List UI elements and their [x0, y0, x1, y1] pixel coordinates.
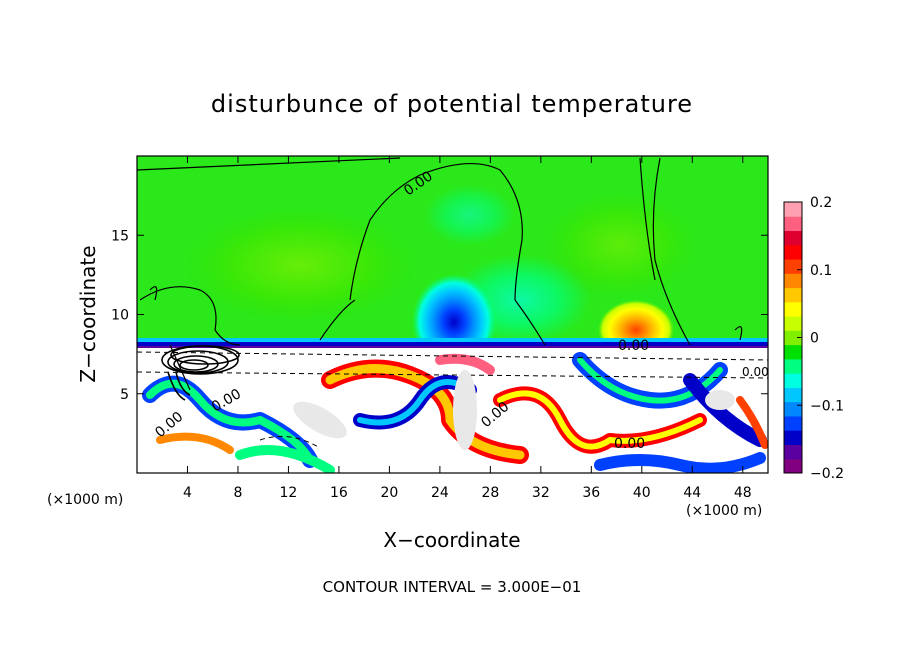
colorbar-swatch	[784, 358, 802, 374]
lower-turbulence	[142, 352, 768, 473]
colorbar-swatch	[784, 301, 802, 317]
heatmap-anomaly-weak-negative	[425, 185, 515, 245]
x-unit-label-left: (×1000 m)	[47, 492, 123, 508]
heatmap-anomaly-weak-positive	[180, 205, 420, 325]
x-tick-label: 32	[532, 485, 550, 501]
boundary-band-violet	[137, 346, 768, 348]
heatmap-anomaly-weak-positive	[540, 190, 700, 300]
x-tick-label: 48	[734, 485, 752, 501]
x-unit-label-right: (×1000 m)	[686, 503, 762, 519]
colorbar-swatch	[784, 344, 802, 360]
x-tick-label: 4	[183, 485, 192, 501]
y-tick-label: 15	[111, 228, 129, 244]
x-tick-label: 24	[431, 485, 449, 501]
colorbar-swatch	[784, 230, 802, 246]
chart-title: disturbunce of potential temperature	[211, 90, 693, 118]
colorbar-swatch	[784, 287, 802, 303]
x-tick-label: 36	[582, 485, 600, 501]
colorbar-swatch	[784, 273, 802, 289]
colorbar-swatch	[784, 316, 802, 331]
heatmap-field	[137, 156, 768, 473]
colorbar-swatch	[784, 259, 802, 274]
x-tick-label: 16	[330, 485, 348, 501]
colorbar-swatch	[784, 430, 802, 445]
colorbar-swatch	[784, 415, 802, 431]
colorbar-swatch	[784, 244, 802, 260]
x-axis: 4 8 12 16 20 24 28 32 36 40 44 48	[183, 156, 752, 501]
colorbar-swatch	[784, 202, 802, 217]
colorbar-swatch	[784, 216, 802, 232]
colorbar-swatch	[784, 387, 802, 403]
x-tick-label: 8	[233, 485, 242, 501]
colorbar-swatch	[784, 330, 802, 346]
colorbar-tick-label: −0.1	[810, 398, 844, 414]
boundary-band-blue	[137, 342, 768, 346]
colorbar	[784, 202, 802, 474]
colorbar-tick-label: 0.1	[810, 263, 832, 279]
y-tick-label: 5	[120, 387, 129, 403]
y-tick-label: 10	[111, 308, 129, 324]
x-tick-label: 28	[481, 485, 499, 501]
contour-lines	[137, 157, 743, 391]
boundary-band-cyan	[137, 338, 768, 342]
contour-cluster	[161, 345, 240, 401]
colorbar-swatch	[784, 373, 802, 388]
colorbar-tick-label: −0.2	[810, 466, 844, 482]
colorbar-tick-label: 0	[810, 331, 819, 347]
x-tick-label: 44	[683, 485, 701, 501]
x-tick-label: 12	[280, 485, 298, 501]
x-tick-label: 20	[380, 485, 398, 501]
colorbar-swatch	[784, 444, 802, 460]
x-tick-label: 40	[633, 485, 651, 501]
lower-layer-highlights	[293, 370, 735, 450]
contour-label: 0.00	[742, 365, 769, 379]
colorbar-swatch	[784, 401, 802, 417]
colorbar-swatch	[784, 458, 802, 474]
y-axis: 5 10 15	[111, 228, 768, 403]
contour-interval-label: CONTOUR INTERVAL = 3.000E−01	[323, 578, 582, 596]
colorbar-ticks: 0.2 0.1 0 −0.1 −0.2	[797, 195, 844, 482]
colorbar-tick-label: 0.2	[810, 195, 832, 211]
y-axis-label: Z−coordinate	[76, 245, 100, 382]
contour-label: 0.00	[614, 436, 645, 452]
contour-lines-negative	[137, 351, 768, 449]
contour-label: 0.00	[618, 338, 649, 354]
x-axis-label: X−coordinate	[383, 528, 520, 552]
